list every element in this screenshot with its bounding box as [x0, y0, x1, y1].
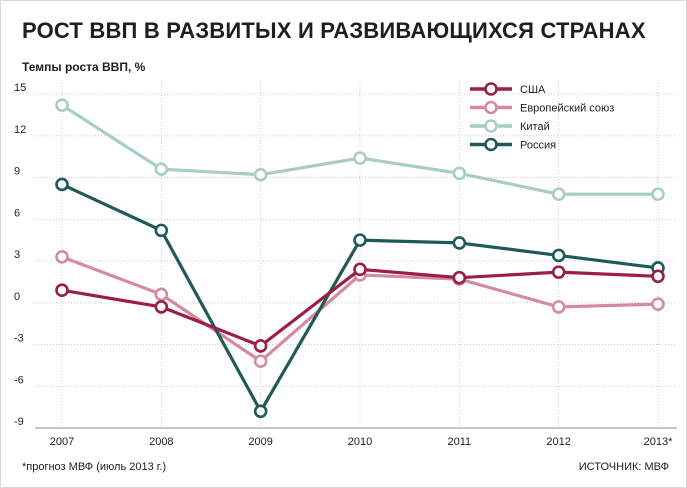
legend-swatch-marker	[484, 137, 498, 152]
data-point	[353, 262, 367, 277]
data-point	[55, 283, 69, 298]
footnote: *прогноз МВФ (июль 2013 г.)	[22, 461, 167, 473]
x-tick-label: 2012	[546, 436, 570, 448]
data-point	[452, 166, 467, 181]
data-point	[651, 297, 665, 311]
legend-item: Китай	[470, 119, 550, 133]
legend-label: США	[520, 84, 546, 96]
y-tick-label: 3	[14, 249, 20, 261]
x-tick-label: 2013*	[644, 436, 673, 448]
legend-swatch-marker	[484, 82, 498, 96]
legend-label: Китай	[520, 121, 550, 133]
data-point	[154, 287, 169, 302]
series-0	[55, 262, 665, 353]
x-tick-label: 2011	[448, 436, 472, 448]
x-tick-label: 2009	[248, 436, 272, 448]
data-point	[154, 162, 169, 176]
data-point	[353, 233, 367, 247]
y-tick-label: 9	[14, 166, 20, 178]
data-point	[551, 248, 566, 263]
y-tick-label: -6	[14, 374, 24, 386]
data-point	[551, 265, 566, 279]
legend-item: Европейский союз	[470, 100, 614, 115]
series-3	[55, 177, 665, 419]
series-group	[55, 98, 665, 419]
data-point	[154, 300, 169, 314]
legend-swatch-marker	[484, 119, 498, 133]
legend-item: Россия	[470, 137, 556, 152]
y-tick-label: 0	[14, 291, 20, 303]
data-point	[651, 187, 665, 201]
data-point	[452, 270, 467, 285]
y-tick-label: -9	[14, 416, 24, 428]
data-point	[55, 98, 69, 112]
data-point	[253, 404, 268, 419]
y-tick-label: 12	[14, 124, 26, 136]
data-point	[651, 269, 665, 284]
legend-label: Россия	[520, 140, 556, 152]
data-point	[253, 339, 268, 353]
y-tick-label: 15	[14, 82, 26, 94]
x-tick-label: 2007	[50, 436, 74, 448]
x-axis-ticks: 2007 2008 2009 2010 2011 2012 2013*	[50, 436, 673, 448]
data-point	[452, 236, 467, 250]
data-point	[55, 250, 69, 264]
grid	[35, 80, 677, 429]
data-point	[551, 187, 566, 201]
legend-item: США	[470, 82, 546, 96]
y-tick-label: -3	[14, 333, 24, 345]
x-tick-label: 2008	[149, 436, 173, 448]
y-axis-ticks: 15 12 9 6 3 0 -3 -6 -9	[14, 82, 26, 428]
source-note: ИСТОЧНИК: МВФ	[578, 461, 669, 473]
data-point	[154, 223, 169, 238]
data-point	[253, 167, 268, 182]
y-axis-label: Темпы роста ВВП, %	[22, 60, 146, 74]
data-point	[551, 300, 566, 314]
data-point	[353, 151, 367, 165]
legend: США Европейский союз Китай Россия	[470, 82, 614, 152]
x-tick-label: 2010	[348, 436, 372, 448]
data-point	[55, 177, 69, 192]
legend-label: Европейский союз	[520, 103, 614, 115]
series-2	[55, 98, 665, 201]
legend-swatch-marker	[484, 100, 498, 115]
chart-title: РОСТ ВВП В РАЗВИТЫХ И РАЗВИВАЮЩИХСЯ СТРА…	[22, 18, 646, 43]
y-tick-label: 6	[14, 207, 20, 219]
data-point	[253, 354, 268, 369]
